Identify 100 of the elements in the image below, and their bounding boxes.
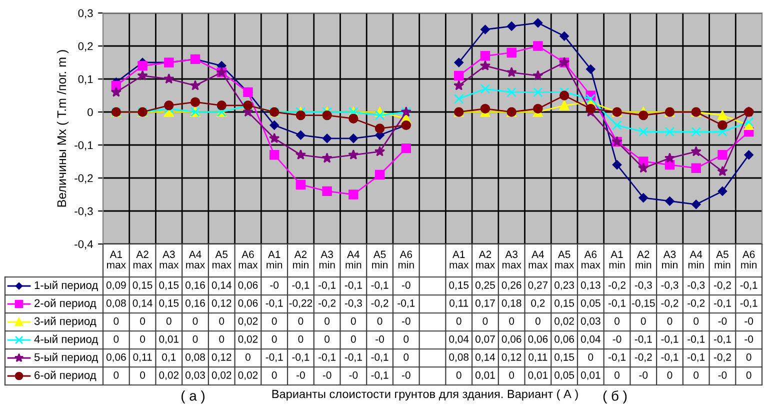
data-label: 0,03 xyxy=(580,317,600,326)
data-label: 0,06 xyxy=(554,335,574,344)
data-label: 0,15 xyxy=(554,353,574,362)
data-label: -0 xyxy=(270,281,279,289)
data-label: 0 xyxy=(509,317,514,325)
data-label: 0 xyxy=(245,353,250,361)
data-label: -0,3 xyxy=(688,281,705,290)
data-label: -0,22 xyxy=(289,299,312,308)
y-tick-label: -0,4 xyxy=(74,240,93,250)
data-label: 0,27 xyxy=(528,281,548,290)
data-label: 0 xyxy=(298,335,304,343)
data-label: 0,06 xyxy=(238,299,258,308)
data-label: 0 xyxy=(114,317,119,325)
data-label: -0,1 xyxy=(318,281,336,290)
text: ( а ) xyxy=(182,390,204,404)
data-label: -0 xyxy=(718,317,727,325)
legend-label: 1-ый период xyxy=(34,280,98,292)
data-label: -0 xyxy=(744,335,754,343)
data-label: 0,25 xyxy=(475,281,495,290)
data-label: 0 xyxy=(272,335,277,343)
data-label: 0 xyxy=(272,317,277,325)
x-tick-label: A5 max xyxy=(555,250,574,269)
x-tick-label: A1 min xyxy=(609,250,625,268)
data-label: 0,02 xyxy=(238,317,258,326)
data-label: 0 xyxy=(614,371,620,379)
x-tick-label: A3 min xyxy=(319,250,335,268)
data-label: 0 xyxy=(694,317,699,325)
x-tick-label: A5 min xyxy=(714,250,730,268)
data-label: -0,1 xyxy=(740,281,758,290)
data-label: -0 xyxy=(296,371,305,379)
data-label: 0 xyxy=(192,335,198,343)
data-label: 0,08 xyxy=(449,353,469,362)
data-label: -0,1 xyxy=(740,299,758,308)
data-label: -0,2 xyxy=(634,353,652,362)
data-label: 0,11 xyxy=(133,353,152,362)
data-label: 0,09 xyxy=(106,281,126,290)
y-tick-label: 0,2 xyxy=(78,42,93,52)
x-tick-label: A3 max xyxy=(502,250,522,269)
data-label: -0,1 xyxy=(371,281,388,290)
data-label: 0,14 xyxy=(132,299,152,308)
x-tick-label: A5 max xyxy=(212,250,232,269)
data-label: -0,1 xyxy=(634,335,652,344)
data-label: -0,1 xyxy=(292,353,310,362)
data-label: -0,1 xyxy=(266,299,283,308)
data-label: -0 xyxy=(349,371,358,379)
data-label: -0,3 xyxy=(634,281,652,290)
data-label: 0,06 xyxy=(528,335,548,344)
data-label: 0,04 xyxy=(449,335,469,344)
data-label: 0 xyxy=(667,371,672,379)
data-label: -0 xyxy=(322,371,332,379)
data-label: 0,14 xyxy=(212,281,232,290)
data-label: -0,15 xyxy=(632,299,655,308)
data-label: 0 xyxy=(614,317,620,325)
x-tick-label: A4 min xyxy=(346,250,362,268)
data-label: 0 xyxy=(694,371,699,379)
legend-label: 4-ый период xyxy=(34,334,98,346)
x-tick-label: A3 min xyxy=(662,250,678,268)
data-label: -0,1 xyxy=(318,353,336,362)
data-label: 0 xyxy=(746,353,752,361)
data-label: 0,02 xyxy=(238,335,258,344)
y-tick-label: -0,3 xyxy=(74,207,93,216)
data-label: -0,1 xyxy=(398,299,415,308)
data-label: 0 xyxy=(219,317,224,325)
data-label: 0 xyxy=(456,371,462,379)
data-label: 0 xyxy=(404,335,409,343)
x-tick-label: A1 max xyxy=(107,250,126,269)
data-label: 0 xyxy=(404,353,409,361)
data-label: 0,15 xyxy=(132,281,152,290)
x-tick-label: A3 max xyxy=(160,250,179,269)
data-label: -0,1 xyxy=(714,299,731,308)
data-label: -0,1 xyxy=(344,281,362,290)
data-label: 0 xyxy=(482,317,488,325)
x-tick-label: A1 min xyxy=(266,250,282,268)
data-label: 0 xyxy=(535,317,540,325)
data-label: 0 xyxy=(114,335,119,343)
x-tick-label: A2 max xyxy=(476,250,495,269)
data-label: 0 xyxy=(324,317,330,325)
data-label: 0 xyxy=(324,335,330,343)
data-label: 0,05 xyxy=(580,299,600,308)
data-label: 0,07 xyxy=(475,335,495,344)
data-label: 0,15 xyxy=(159,299,179,308)
data-label: -0 xyxy=(376,335,384,343)
y-axis-title: Величины Mx ( T.m /пог. m ) xyxy=(56,50,69,207)
data-label: 0,05 xyxy=(554,371,574,380)
data-label: 0 xyxy=(640,317,646,325)
x-tick-label: A4 min xyxy=(688,250,704,268)
data-label: -0,2 xyxy=(714,281,731,290)
data-label: -0,2 xyxy=(661,299,678,308)
data-label: 0,16 xyxy=(186,299,205,308)
data-label: -0 xyxy=(402,371,410,379)
data-label: -0,1 xyxy=(688,353,705,362)
data-label: 0 xyxy=(192,317,198,325)
data-label: 0,12 xyxy=(502,353,522,362)
data-label: -0,1 xyxy=(371,353,388,362)
data-label: 0,01 xyxy=(580,371,600,380)
data-label: 0,15 xyxy=(554,299,574,308)
data-label: 0 xyxy=(456,317,462,325)
data-label: -0,2 xyxy=(371,299,388,308)
data-label: 0,26 xyxy=(502,281,522,290)
y-tick-label: 0,1 xyxy=(78,75,93,84)
